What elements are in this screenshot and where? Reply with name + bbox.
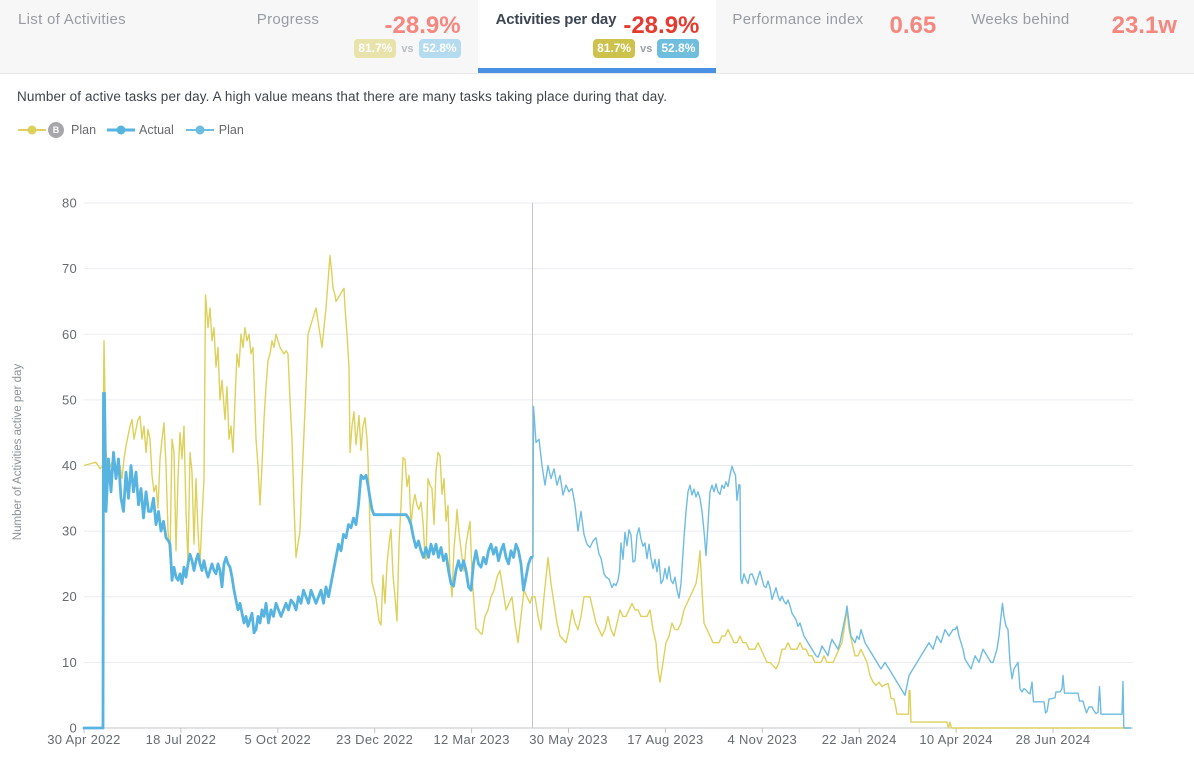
svg-text:28 Jun 2024: 28 Jun 2024: [1016, 732, 1091, 747]
svg-text:10 Apr 2024: 10 Apr 2024: [919, 732, 992, 747]
svg-text:Number of Activities active pe: Number of Activities active per day: [12, 364, 24, 541]
svg-text:70: 70: [62, 261, 77, 276]
svg-text:0: 0: [69, 721, 77, 736]
svg-text:20: 20: [62, 589, 77, 604]
svg-text:12 Mar 2023: 12 Mar 2023: [433, 732, 509, 747]
svg-text:50: 50: [62, 392, 77, 407]
svg-text:60: 60: [62, 327, 77, 342]
svg-text:80: 80: [62, 196, 77, 211]
svg-text:30: 30: [62, 524, 77, 539]
svg-text:40: 40: [62, 458, 77, 473]
svg-text:18 Jul 2022: 18 Jul 2022: [146, 732, 217, 747]
svg-text:5 Oct 2022: 5 Oct 2022: [244, 732, 311, 747]
svg-text:17 Aug 2023: 17 Aug 2023: [627, 732, 703, 747]
svg-text:23 Dec 2022: 23 Dec 2022: [336, 732, 413, 747]
svg-text:30 May 2023: 30 May 2023: [529, 732, 607, 747]
svg-text:10: 10: [62, 655, 77, 670]
svg-text:4 Nov 2023: 4 Nov 2023: [728, 732, 798, 747]
svg-text:30 Apr 2022: 30 Apr 2022: [47, 732, 120, 747]
svg-text:22 Jan 2024: 22 Jan 2024: [822, 732, 897, 747]
